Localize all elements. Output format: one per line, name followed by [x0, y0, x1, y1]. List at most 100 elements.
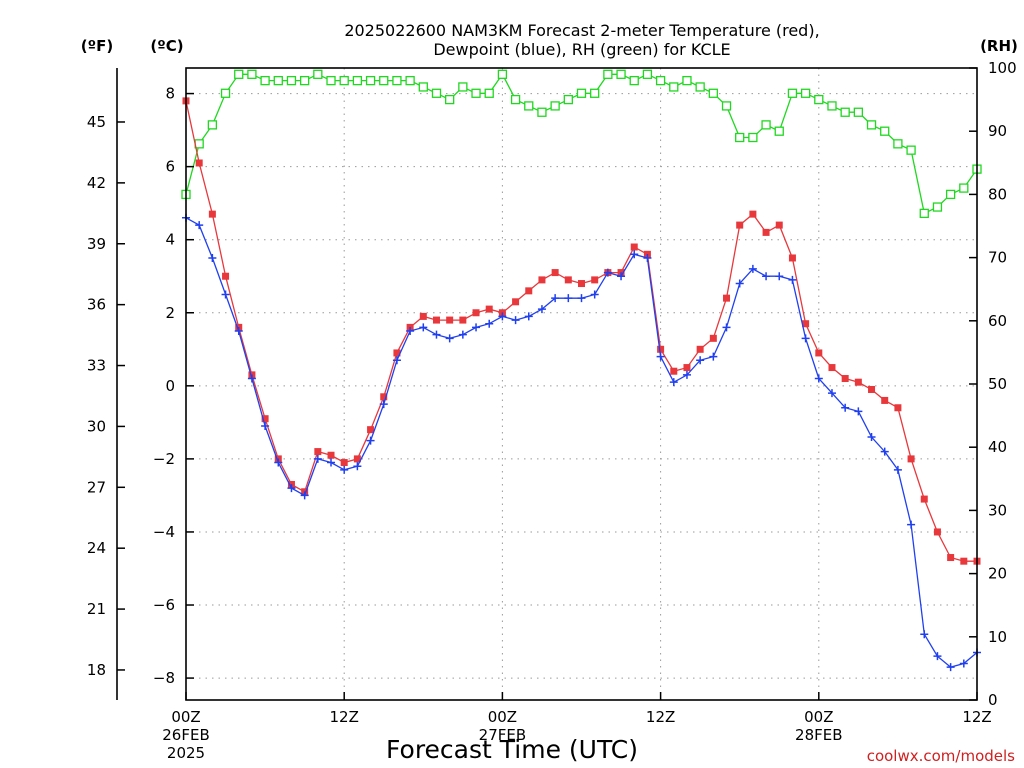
date-tick-label: 27FEB — [479, 726, 526, 744]
rh-point — [669, 82, 679, 92]
fahrenheit-tick-label: 39 — [87, 235, 106, 253]
celsius-tick-label: −8 — [153, 669, 175, 687]
rh-point — [207, 120, 218, 130]
rh-point — [866, 120, 877, 130]
rh-point — [550, 101, 560, 111]
dewpoint-point — [907, 520, 916, 529]
dewpoint-point — [261, 422, 270, 431]
temperature-point — [868, 385, 876, 393]
rh-point — [735, 132, 745, 143]
dewpoint-point — [498, 312, 507, 321]
date-tick-label: 28FEB — [795, 726, 842, 744]
dewpoint-point — [485, 319, 494, 328]
rh-point — [748, 132, 758, 143]
rh-point — [537, 107, 547, 117]
fahrenheit-tick-label: 27 — [87, 478, 106, 496]
dewpoint-point — [656, 352, 665, 361]
dewpoint-point — [577, 294, 586, 303]
celsius-tick-label: 2 — [165, 304, 175, 322]
temperature-point — [591, 276, 599, 284]
temperature-point — [947, 554, 955, 562]
dewpoint-point — [234, 327, 243, 336]
rh-point — [392, 75, 402, 86]
rh-tick-label: 50 — [988, 375, 1007, 393]
x-axis-title: Forecast Time (UTC) — [386, 735, 638, 764]
fahrenheit-tick-label: 42 — [87, 174, 106, 192]
temperature-point — [472, 309, 480, 317]
rh-point — [497, 69, 508, 79]
rh-point — [721, 101, 732, 111]
rh-point — [405, 75, 415, 86]
temperature-point — [960, 557, 968, 565]
dewpoint-point — [854, 407, 863, 416]
fahrenheit-axis: 45 42 39 36 33 30 27 24 21 18 — [87, 113, 125, 679]
dewpoint-point — [867, 432, 876, 441]
chart-title-line1: 2025022600 NAM3KM Forecast 2-meter Tempe… — [344, 21, 819, 40]
dewpoint-point — [327, 458, 336, 467]
temperature-point — [736, 221, 744, 229]
rh-point — [827, 101, 837, 111]
temperature-point — [538, 276, 546, 284]
rh-point — [603, 69, 613, 79]
rh-point — [365, 75, 376, 86]
rh-point — [787, 88, 798, 98]
rh-tick-label: 40 — [988, 438, 1007, 456]
rh-point — [484, 88, 494, 98]
dewpoint-point — [208, 253, 217, 262]
rh-point — [590, 88, 600, 98]
dewpoint-point — [775, 272, 784, 281]
temperature-point — [762, 228, 770, 236]
fahrenheit-tick-label: 24 — [87, 539, 106, 557]
rh-point — [313, 69, 323, 79]
rh-tick-label: 80 — [988, 185, 1007, 203]
temperature-point — [512, 298, 520, 306]
dewpoint-point — [682, 370, 691, 379]
rh-point — [431, 88, 442, 98]
rh-point — [800, 88, 811, 98]
dewpoint-point — [946, 663, 955, 672]
dewpoint-point — [537, 305, 546, 314]
rh-point — [761, 120, 771, 130]
dewpoint-point — [313, 454, 322, 463]
temperature-point — [709, 334, 717, 342]
rh-point — [945, 189, 956, 200]
temperature-point — [920, 495, 928, 503]
temperature-point — [841, 375, 849, 383]
rh-point — [286, 75, 297, 86]
rh-tick-label: 70 — [988, 249, 1007, 267]
rh-point — [642, 69, 653, 79]
temperature-point — [775, 221, 783, 229]
temperature-point — [933, 528, 941, 536]
dewpoint-point — [379, 400, 388, 409]
rh-point — [906, 145, 916, 155]
dewpoint-point — [564, 294, 573, 303]
dewpoint-point — [827, 389, 836, 398]
temperature-point — [195, 159, 203, 167]
chart-title-line2: Dewpoint (blue), RH (green) for KCLE — [433, 40, 730, 59]
temperature-point — [881, 396, 889, 404]
time-tick-label: 12Z — [962, 708, 991, 726]
rh-series — [181, 69, 982, 219]
rh-point — [524, 101, 534, 111]
fahrenheit-tick-label: 18 — [87, 661, 106, 679]
dewpoint-point — [458, 330, 467, 339]
temperature-point — [314, 448, 322, 456]
celsius-tick-label: −4 — [153, 523, 175, 541]
dewpoint-point — [762, 272, 771, 281]
temperature-point — [446, 316, 454, 324]
time-tick-label: 00Z — [488, 708, 517, 726]
rh-point — [919, 208, 929, 219]
temperature-point — [525, 287, 533, 295]
rh-point — [629, 75, 639, 86]
temperature-point — [551, 269, 559, 277]
temperature-point — [208, 210, 216, 218]
rh-point — [880, 126, 890, 136]
dewpoint-point — [709, 352, 718, 361]
rh-point — [352, 75, 363, 86]
dewpoint-point — [406, 327, 415, 336]
fahrenheit-tick-label: 30 — [87, 417, 106, 435]
celsius-tick-label: 0 — [165, 377, 175, 395]
rh-point — [932, 202, 943, 212]
